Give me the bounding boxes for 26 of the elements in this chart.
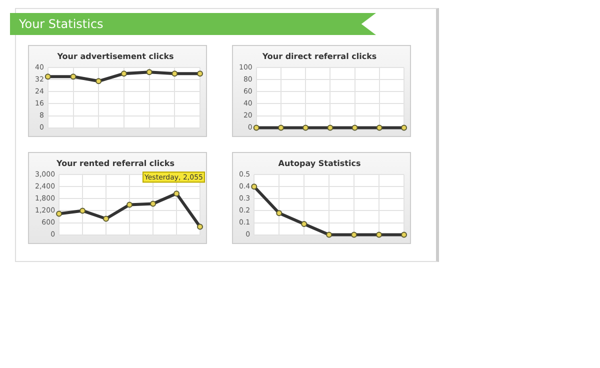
chart-title: Your direct referral clicks <box>261 52 377 61</box>
point <box>276 210 282 216</box>
text: Your Statistics <box>10 13 376 35</box>
point <box>197 224 203 230</box>
point <box>251 184 258 190</box>
point <box>197 70 203 77</box>
point <box>301 220 308 227</box>
point <box>44 74 51 80</box>
point <box>401 232 407 238</box>
point <box>146 69 152 76</box>
point <box>174 190 180 197</box>
point <box>80 208 86 214</box>
point <box>126 202 133 208</box>
chart-title: Your rented referral clicks <box>56 158 175 168</box>
point <box>351 232 358 238</box>
chart-title: Autopay Statistics <box>278 158 361 168</box>
point <box>172 70 178 77</box>
point <box>150 200 156 207</box>
point <box>326 232 332 238</box>
point <box>376 232 382 238</box>
point <box>56 210 62 217</box>
point <box>70 74 76 80</box>
point <box>96 78 102 84</box>
point <box>120 70 127 77</box>
chart-title: Your advertisement clicks <box>56 52 174 61</box>
point <box>103 216 110 222</box>
